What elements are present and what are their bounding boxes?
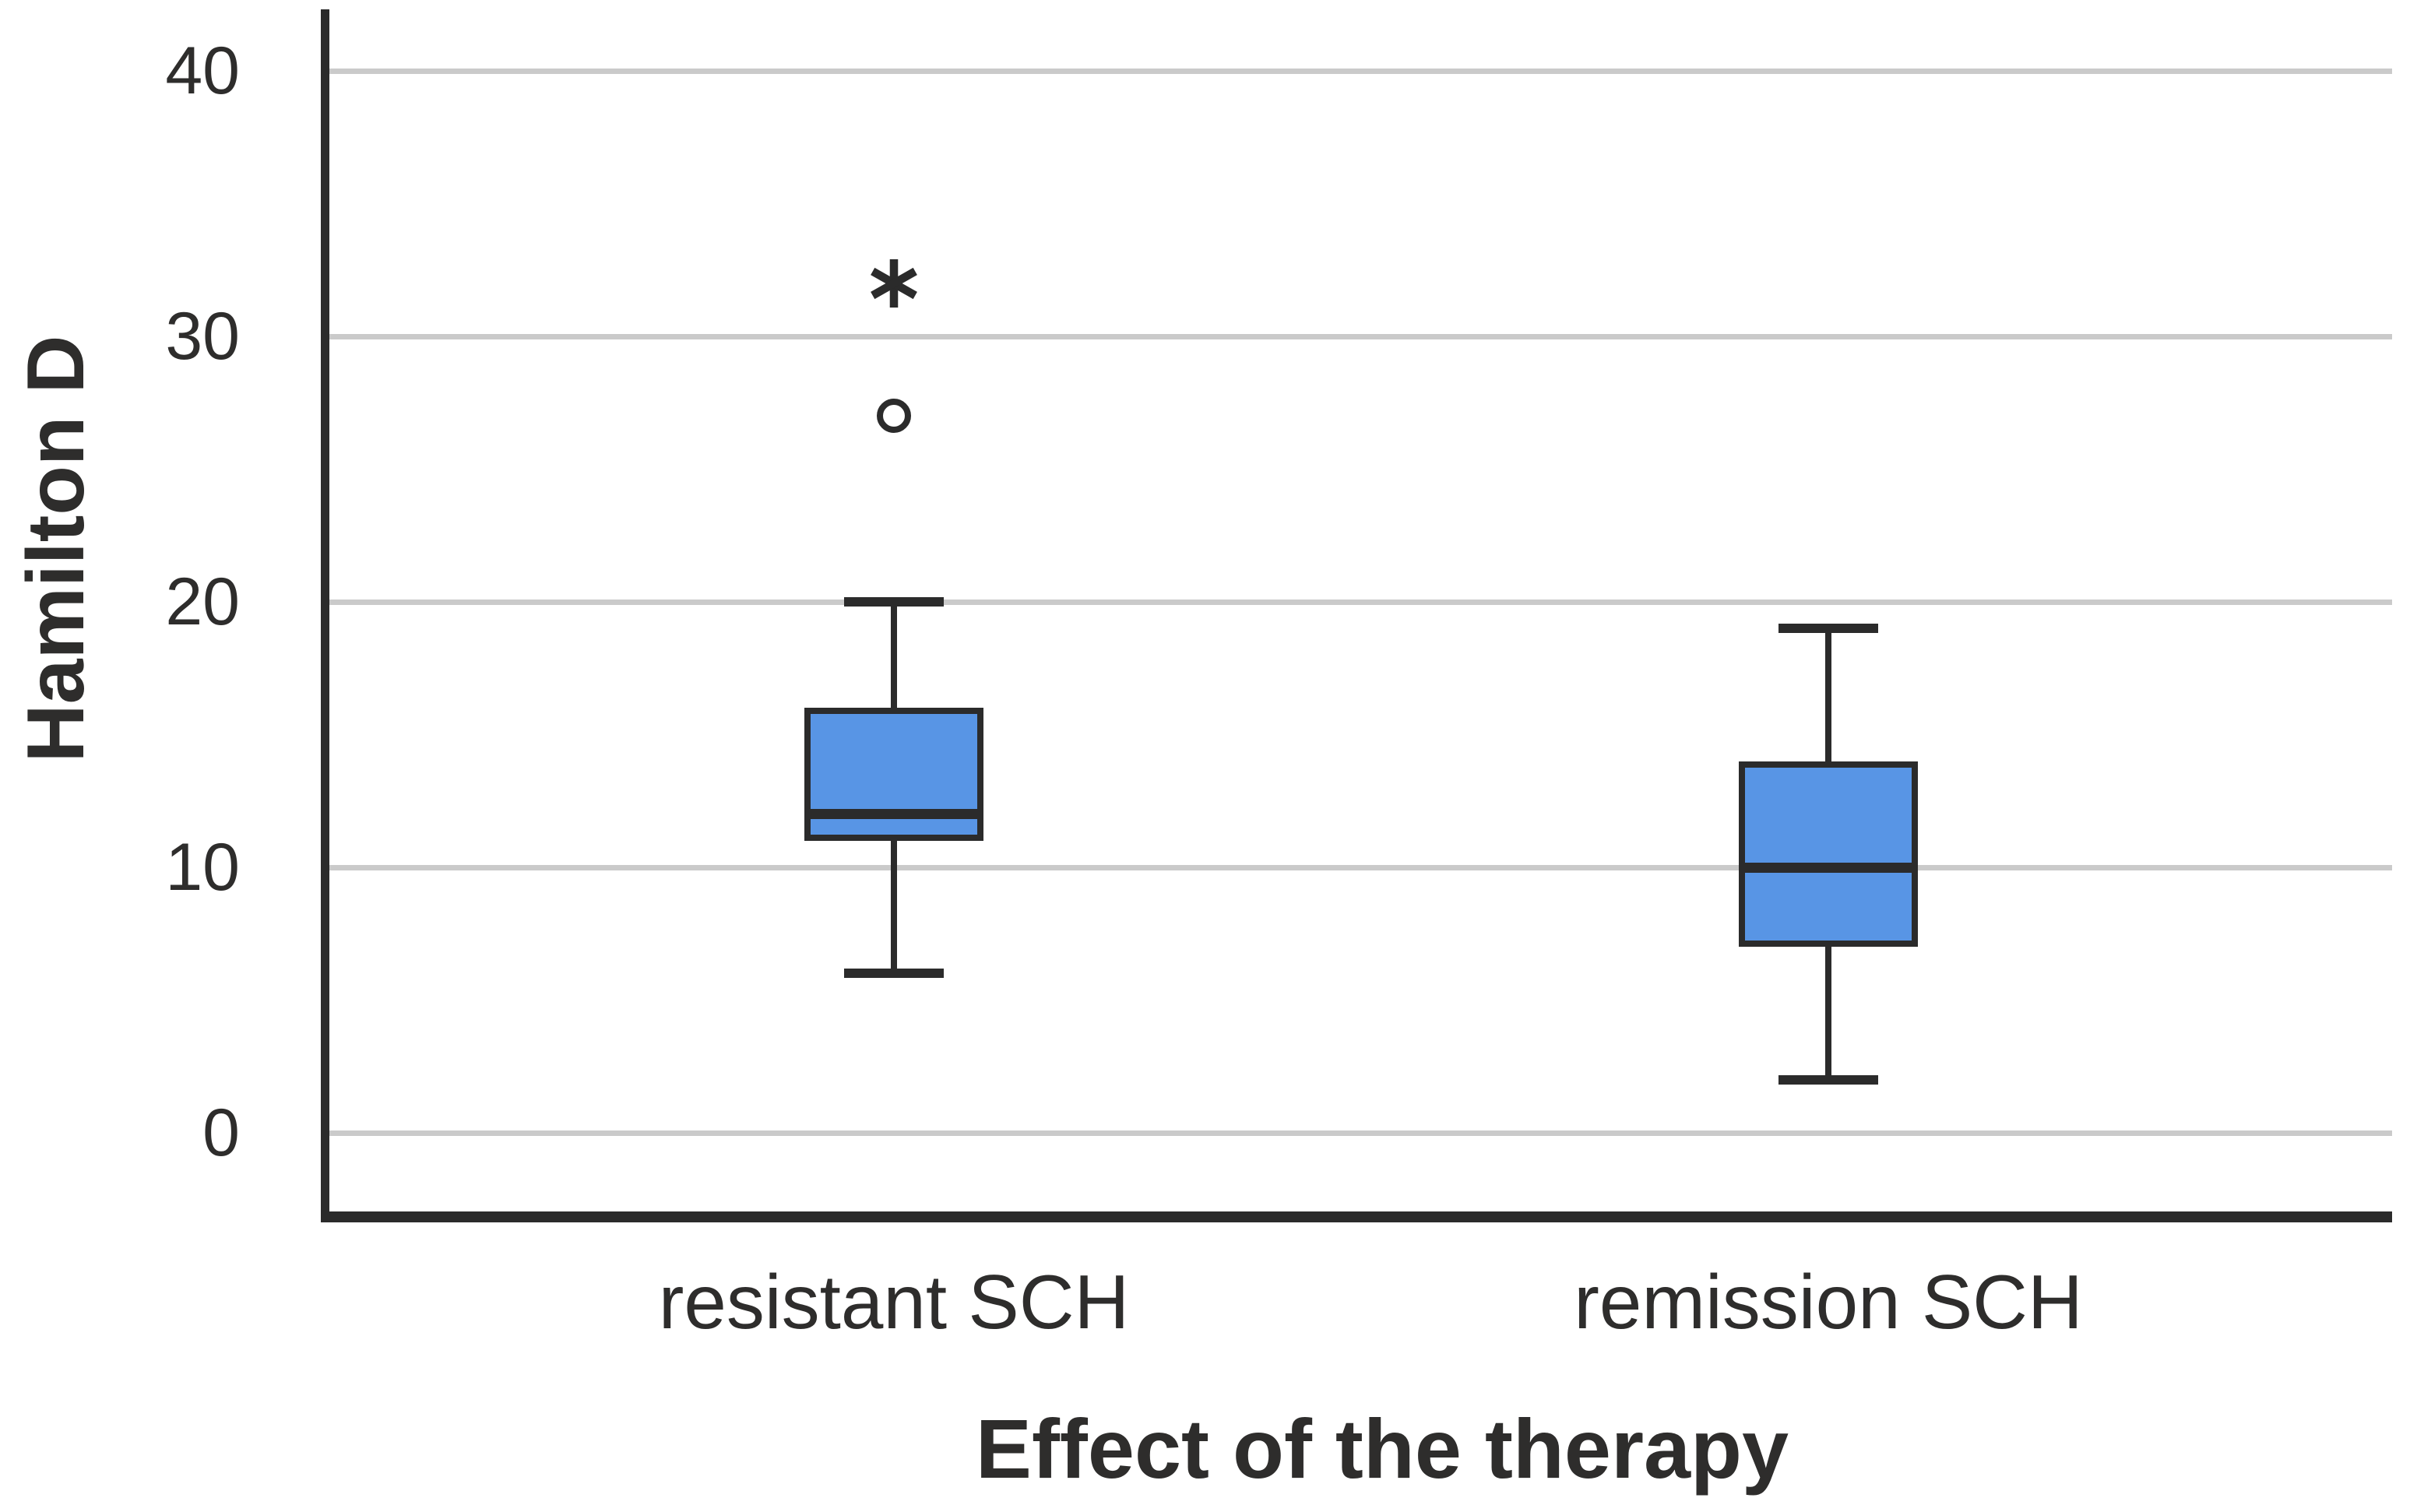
outlier-asterisk-marker: [870, 258, 918, 308]
x-category-label: resistant SCH: [658, 1259, 1130, 1345]
y-tick-label: 0: [202, 1095, 240, 1170]
lower-whisker-cap: [1778, 1074, 1878, 1085]
y-tick-label: 40: [165, 33, 240, 108]
y-tick-label: 30: [165, 299, 240, 374]
x-axis-spine: [321, 1211, 2392, 1222]
upper-whisker-line: [1825, 628, 1831, 761]
median-line: [811, 809, 977, 820]
upper-whisker-cap: [1778, 624, 1878, 634]
upper-whisker-cap: [844, 597, 944, 607]
lower-whisker-line: [891, 840, 897, 974]
outlier-circle-marker: [877, 399, 911, 434]
upper-whisker-line: [891, 602, 897, 709]
y-tick-label: 20: [165, 564, 240, 639]
y-axis-spine: [321, 9, 329, 1222]
x-axis-title: Effect of the therapy: [975, 1401, 1789, 1496]
median-line: [1745, 862, 1912, 873]
y-gridline: [329, 1130, 2392, 1136]
y-tick-label: 10: [165, 830, 240, 905]
iqr-box: [1739, 761, 1918, 948]
y-gridline: [329, 68, 2392, 74]
lower-whisker-cap: [844, 969, 944, 979]
x-category-label: remission SCH: [1574, 1259, 2083, 1345]
iqr-box: [804, 708, 983, 841]
y-gridline: [329, 333, 2392, 339]
lower-whisker-line: [1825, 947, 1831, 1080]
y-axis-title: Hamilton D: [11, 335, 101, 763]
y-gridline: [329, 864, 2392, 870]
y-gridline: [329, 599, 2392, 605]
